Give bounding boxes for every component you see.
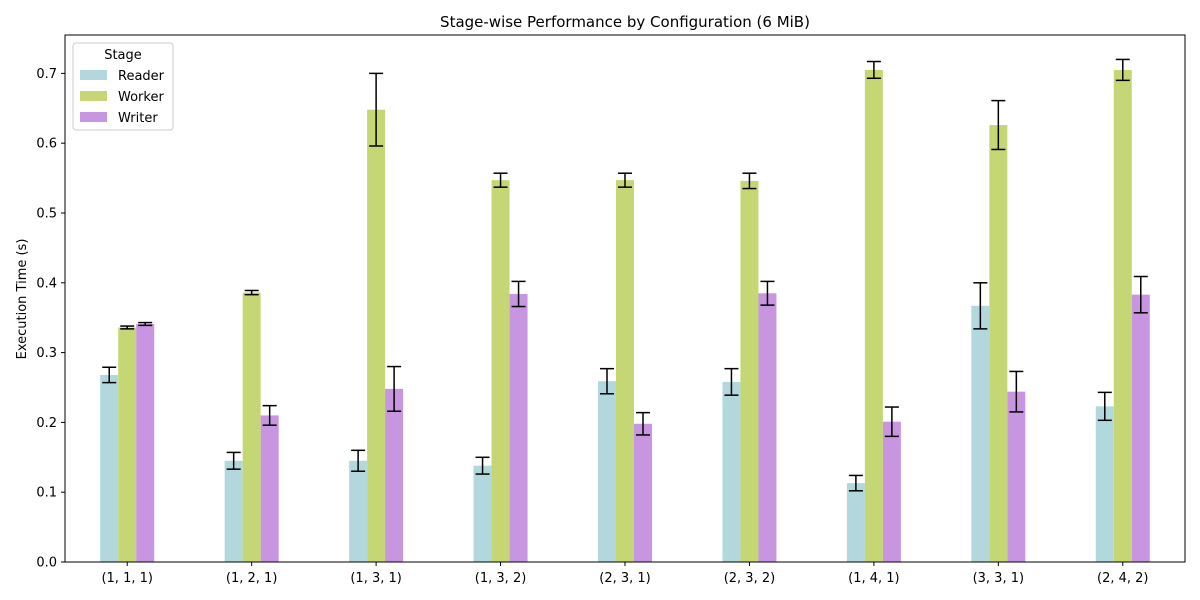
bar-writer-8 bbox=[1131, 294, 1150, 562]
bar-reader-7 bbox=[971, 305, 990, 562]
error-bar-reader-0 bbox=[102, 366, 117, 384]
bar-reader-6 bbox=[846, 483, 865, 562]
y-tick-label: 0.3 bbox=[36, 346, 57, 361]
bar-writer-2 bbox=[385, 388, 404, 562]
error-bar-reader-4 bbox=[600, 367, 614, 395]
error-bar-writer-6 bbox=[884, 406, 899, 438]
x-tick-label: (1, 4, 1) bbox=[848, 571, 900, 586]
error-bar-worker-5 bbox=[742, 172, 757, 190]
bar-reader-0 bbox=[100, 374, 119, 562]
bar-reader-4 bbox=[598, 381, 616, 562]
bar-worker-4 bbox=[616, 180, 634, 562]
bar-writer-6 bbox=[882, 421, 901, 562]
error-bar-writer-7 bbox=[1009, 370, 1024, 413]
bar-worker-2 bbox=[367, 109, 386, 563]
error-bar-reader-5 bbox=[724, 367, 739, 396]
error-bar-reader-8 bbox=[1097, 391, 1112, 422]
error-bar-writer-1 bbox=[262, 404, 277, 426]
bar-writer-0 bbox=[136, 323, 155, 562]
error-bar-worker-1 bbox=[244, 289, 259, 296]
legend-swatch-writer bbox=[80, 112, 107, 122]
legend-label-writer: Writer bbox=[118, 111, 158, 126]
legend-swatch-worker bbox=[80, 91, 107, 101]
x-tick-label: (1, 1, 1) bbox=[101, 571, 153, 586]
legend-title: Stage bbox=[104, 48, 142, 63]
error-bar-reader-1 bbox=[226, 451, 241, 470]
error-bar-worker-6 bbox=[866, 60, 881, 80]
legend-label-reader: Reader bbox=[118, 69, 165, 84]
y-tick-label: 0.5 bbox=[36, 206, 57, 221]
legend: Stage Reader Worker Writer bbox=[72, 42, 174, 131]
error-bar-worker-4 bbox=[618, 172, 632, 188]
y-tick-label: 0.4 bbox=[36, 276, 57, 291]
y-tick-label: 0.6 bbox=[36, 137, 57, 152]
bar-writer-7 bbox=[1007, 391, 1026, 562]
error-bar-worker-2 bbox=[369, 72, 384, 147]
bars-layer bbox=[100, 69, 1150, 563]
y-tick-label: 0.2 bbox=[36, 416, 57, 431]
error-bar-reader-3 bbox=[475, 456, 490, 475]
bar-worker-1 bbox=[242, 292, 261, 562]
x-tick-label: (2, 3, 1) bbox=[599, 571, 651, 586]
y-tick-label: 0.7 bbox=[36, 67, 57, 82]
error-bar-reader-2 bbox=[351, 449, 366, 473]
error-bar-reader-7 bbox=[973, 282, 988, 330]
x-tick-label: (2, 4, 2) bbox=[1097, 571, 1149, 586]
bar-reader-3 bbox=[473, 465, 492, 562]
error-bar-writer-5 bbox=[760, 280, 775, 306]
error-bar-writer-8 bbox=[1133, 275, 1148, 314]
y-tick-label: 0.1 bbox=[36, 486, 57, 501]
error-bar-worker-8 bbox=[1115, 58, 1130, 82]
chart-title: Stage-wise Performance by Configuration … bbox=[440, 13, 810, 31]
x-tick-label: (3, 3, 1) bbox=[973, 571, 1025, 586]
bar-worker-5 bbox=[740, 180, 759, 562]
error-bar-worker-0 bbox=[120, 325, 135, 330]
bar-worker-0 bbox=[118, 327, 137, 562]
error-bar-writer-2 bbox=[387, 365, 402, 412]
x-tick-label: (1, 3, 2) bbox=[475, 571, 527, 586]
error-bar-writer-4 bbox=[636, 411, 650, 436]
legend-swatch-reader bbox=[80, 70, 107, 80]
x-tick-label: (2, 3, 2) bbox=[724, 571, 776, 586]
error-bar-reader-6 bbox=[848, 474, 863, 492]
bar-reader-2 bbox=[349, 460, 368, 562]
bar-worker-6 bbox=[864, 69, 883, 562]
bar-worker-8 bbox=[1113, 69, 1132, 562]
bar-writer-4 bbox=[634, 423, 652, 562]
x-tick-label: (1, 2, 1) bbox=[226, 571, 278, 586]
legend-label-worker: Worker bbox=[118, 90, 164, 105]
bar-writer-1 bbox=[260, 415, 279, 562]
bar-writer-5 bbox=[758, 293, 777, 562]
error-bar-writer-3 bbox=[511, 280, 526, 308]
x-tick-label: (1, 3, 1) bbox=[350, 571, 402, 586]
bar-writer-3 bbox=[509, 293, 528, 562]
error-bar-worker-3 bbox=[493, 172, 508, 188]
bar-reader-1 bbox=[224, 460, 243, 562]
legend-box bbox=[72, 42, 174, 131]
error-bars-layer bbox=[102, 58, 1148, 492]
bar-worker-7 bbox=[989, 125, 1008, 563]
bar-reader-8 bbox=[1095, 406, 1114, 562]
bar-worker-3 bbox=[491, 180, 510, 562]
axes-layer: 0.0 0.1 0.2 0.3 0.4 0.5 0.6 0.7 (1, 1, 1) (1, 2, … bbox=[36, 34, 1186, 586]
bar-reader-5 bbox=[722, 381, 741, 562]
error-bar-writer-0 bbox=[138, 321, 153, 327]
error-bar-worker-7 bbox=[991, 99, 1006, 151]
y-axis-label: Execution Time (s) bbox=[15, 239, 30, 360]
y-tick-label: 0.0 bbox=[36, 556, 57, 571]
